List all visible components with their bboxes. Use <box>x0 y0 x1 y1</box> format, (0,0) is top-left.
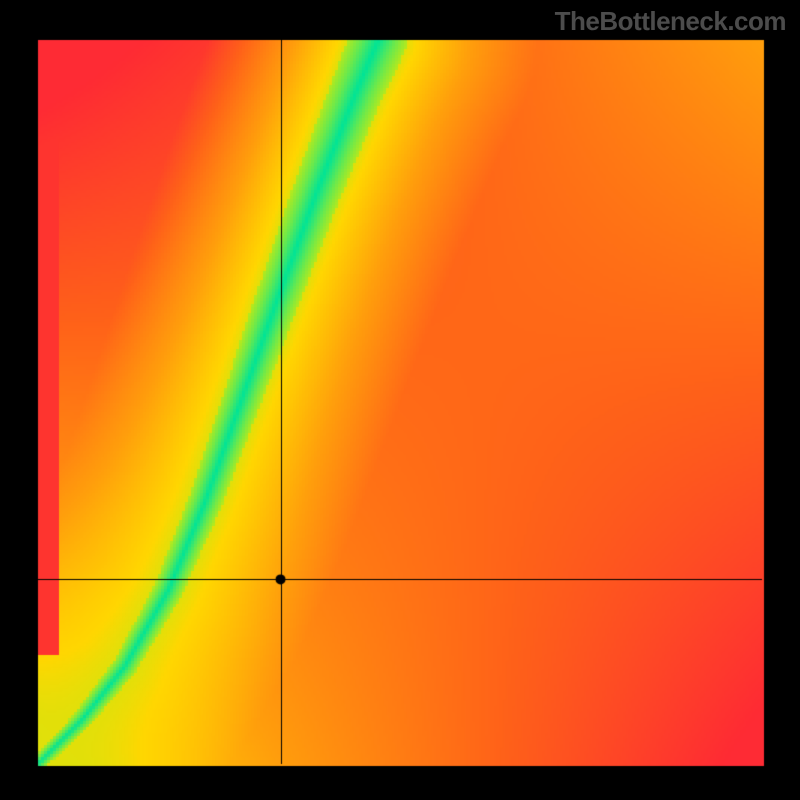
watermark-text: TheBottleneck.com <box>555 6 786 37</box>
bottleneck-heatmap <box>0 0 800 800</box>
